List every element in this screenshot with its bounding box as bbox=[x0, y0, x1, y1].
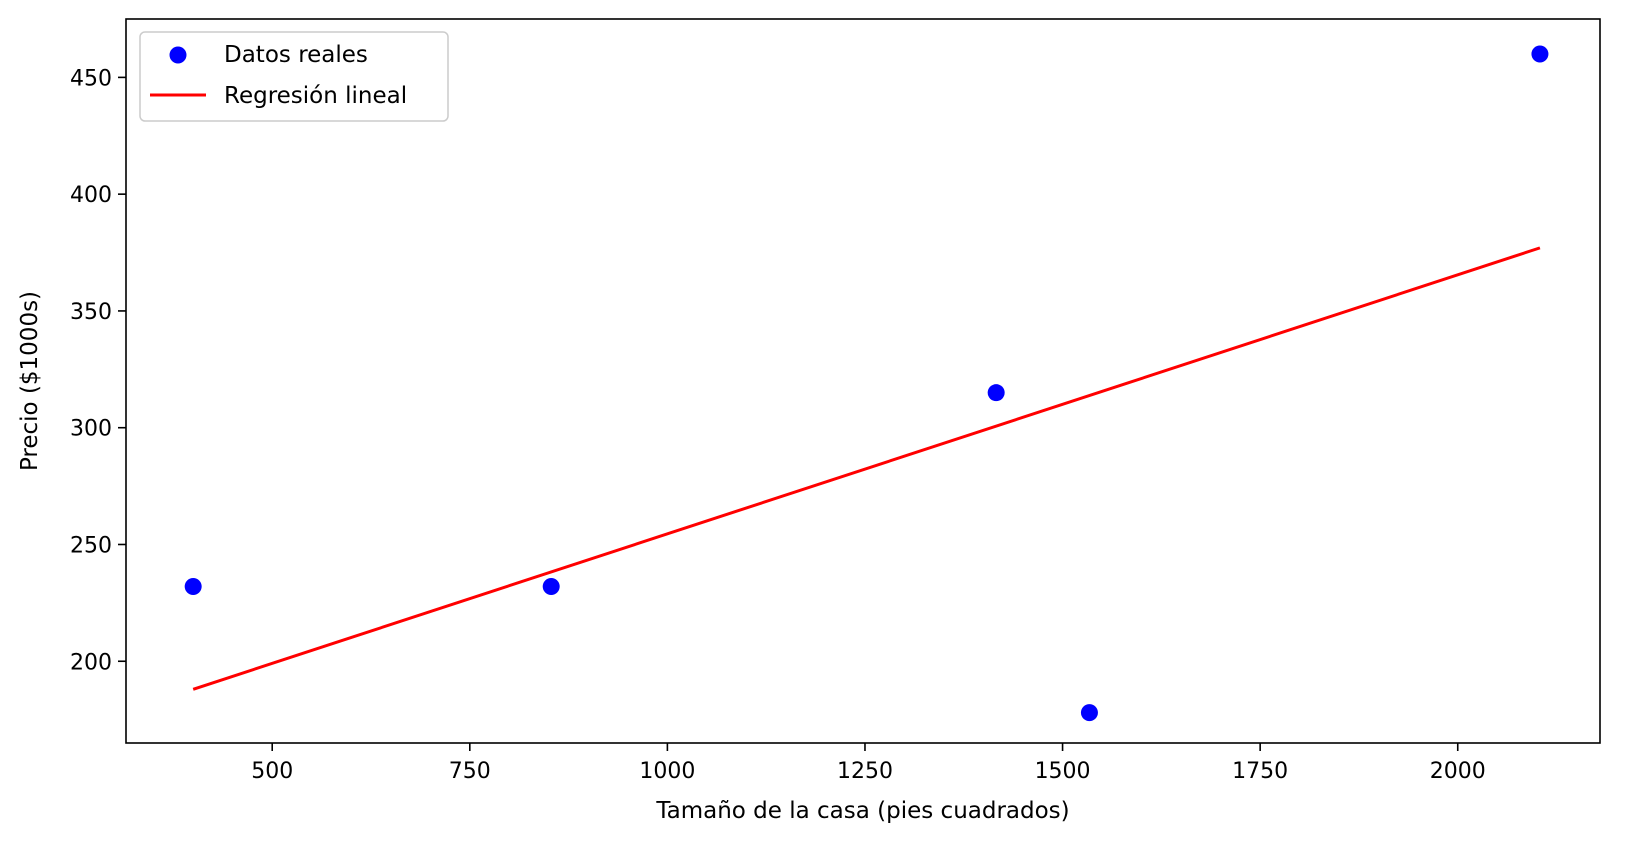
y-axis-ticks: 200 250 300 350 400 450 bbox=[70, 66, 126, 675]
x-tick-label: 1750 bbox=[1232, 759, 1288, 784]
y-axis-label: Precio ($1000s) bbox=[17, 291, 43, 471]
y-tick-label: 350 bbox=[70, 300, 112, 325]
x-axis-ticks: 500 750 1000 1250 1500 1750 2000 bbox=[251, 743, 1486, 784]
y-tick-label: 300 bbox=[70, 417, 112, 442]
data-point bbox=[987, 384, 1005, 402]
y-tick-label: 450 bbox=[70, 66, 112, 91]
y-tick-label: 400 bbox=[70, 183, 112, 208]
plot-frame bbox=[125, 18, 1601, 744]
data-point bbox=[1080, 704, 1098, 722]
regression-line bbox=[192, 246, 1541, 691]
data-series bbox=[184, 45, 1549, 722]
legend-label-datos-reales: Datos reales bbox=[224, 42, 368, 68]
legend-box bbox=[139, 31, 449, 122]
x-tick-label: 1250 bbox=[837, 759, 893, 784]
x-tick-label: 2000 bbox=[1430, 759, 1486, 784]
data-point bbox=[542, 578, 560, 596]
y-tick-label: 200 bbox=[70, 650, 112, 675]
x-tick-label: 1000 bbox=[639, 759, 695, 784]
legend-marker-datos-reales bbox=[169, 46, 187, 64]
data-point bbox=[1531, 45, 1549, 63]
x-tick-label: 1500 bbox=[1035, 759, 1091, 784]
plot-area bbox=[126, 19, 1600, 743]
x-axis-label: Tamaño de la casa (pies cuadrados) bbox=[655, 798, 1069, 824]
legend-label-regresion-lineal: Regresión lineal bbox=[224, 83, 407, 109]
x-tick-label: 750 bbox=[449, 759, 491, 784]
legend: Datos reales Regresión lineal bbox=[139, 31, 449, 122]
data-point bbox=[184, 578, 202, 596]
y-tick-label: 250 bbox=[70, 533, 112, 558]
x-tick-label: 500 bbox=[251, 759, 293, 784]
